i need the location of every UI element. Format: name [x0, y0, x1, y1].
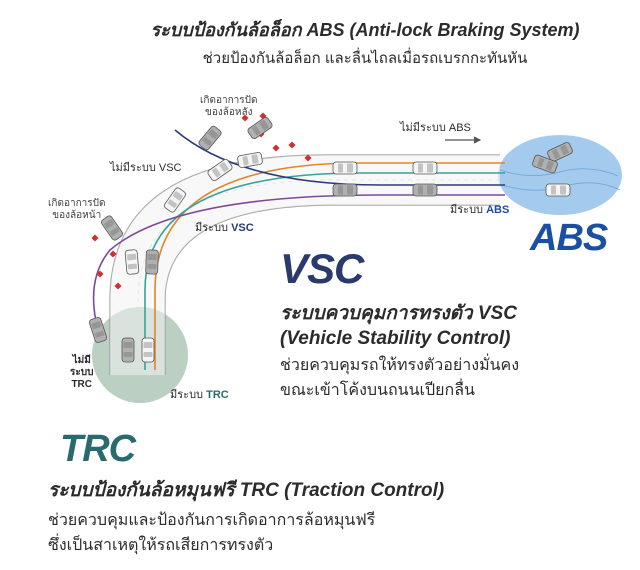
abs-title: ระบบป้องกันล้อล็อก ABS (Anti-lock Brakin…: [105, 15, 625, 44]
vsc-acronym: VSC: [280, 245, 363, 293]
vsc-title: ระบบควบคุมการทรงตัว VSC: [280, 298, 519, 328]
abs-subtitle: ช่วยป้องกันล้อล็อก และลื่นไถลเมื่อรถเบรก…: [105, 46, 625, 70]
vsc-desc1: ช่วยควบคุมรถให้ทรงตัวอย่างมั่นคง: [280, 353, 519, 378]
vsc-desc2: ขณะเข้าโค้งบนถนนเปียกลื่น: [280, 378, 519, 403]
vsc-label-without: ไม่มีระบบ VSC: [110, 158, 182, 176]
trc-desc1: ช่วยควบคุมและป้องกันการเกิดอาการล้อหมุนฟ…: [48, 508, 444, 533]
vsc-text-block: ระบบควบคุมการทรงตัว VSC (Vehicle Stabili…: [280, 298, 519, 403]
abs-label-with: มีระบบ ABS: [450, 200, 509, 218]
trc-title: ระบบป้องกันล้อหมุนฟรี TRC (Traction Cont…: [48, 475, 444, 505]
vsc-rear-spin-label: เกิดอาการปัด ของล้อหลัง: [200, 95, 257, 119]
vsc-title2: (Vehicle Stability Control): [280, 328, 519, 350]
abs-title-block: ระบบป้องกันล้อล็อก ABS (Anti-lock Brakin…: [105, 15, 625, 70]
trc-label-with: มีระบบ TRC: [170, 385, 229, 403]
trc-text-block: ระบบป้องกันล้อหมุนฟรี TRC (Traction Cont…: [48, 475, 444, 558]
abs-label-without: ไม่มีระบบ ABS: [400, 118, 471, 136]
trc-acronym: TRC: [60, 428, 135, 471]
vsc-label-with: มีระบบ VSC: [195, 218, 254, 236]
vsc-front-spin-label: เกิดอาการปัด ของล้อหน้า: [48, 198, 105, 222]
trc-label-without: ไม่มี ระบบ TRC: [70, 355, 93, 391]
abs-acronym: ABS: [530, 217, 607, 260]
trc-desc2: ซึ่งเป็นสาเหตุให้รถเสียการทรงตัว: [48, 533, 444, 558]
